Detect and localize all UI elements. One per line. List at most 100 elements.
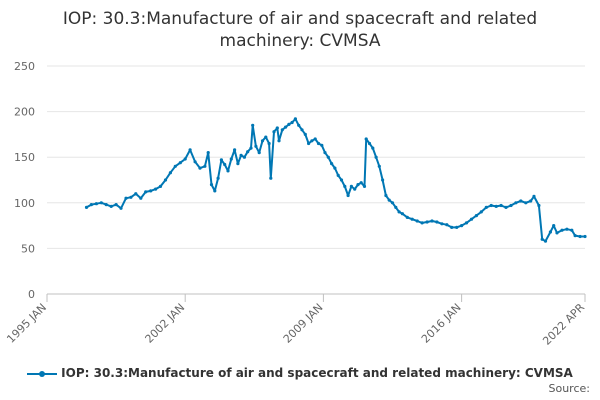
data-point bbox=[353, 187, 357, 191]
data-point bbox=[387, 198, 391, 202]
data-point bbox=[420, 221, 424, 225]
data-point bbox=[390, 201, 395, 205]
data-point bbox=[183, 157, 187, 161]
data-point bbox=[394, 205, 398, 209]
data-point bbox=[310, 139, 314, 143]
data-point bbox=[400, 212, 404, 216]
data-point bbox=[134, 192, 138, 196]
data-point bbox=[257, 151, 261, 155]
data-point bbox=[233, 148, 237, 152]
data-point bbox=[336, 173, 340, 177]
data-point bbox=[381, 178, 385, 182]
data-point bbox=[300, 128, 304, 132]
data-point bbox=[293, 117, 297, 121]
data-point bbox=[89, 203, 93, 207]
data-point bbox=[297, 123, 301, 127]
data-point bbox=[583, 234, 587, 239]
x-tick-label: 2009 JAN bbox=[281, 301, 326, 346]
data-point bbox=[359, 181, 363, 185]
data-point bbox=[216, 176, 220, 180]
y-tick-label: 150 bbox=[14, 151, 35, 164]
y-tick-label: 200 bbox=[14, 106, 35, 119]
data-point bbox=[198, 166, 202, 170]
data-point bbox=[560, 228, 564, 232]
data-point bbox=[284, 125, 288, 129]
data-point bbox=[532, 194, 536, 198]
data-point bbox=[537, 203, 541, 208]
data-point bbox=[307, 141, 311, 146]
data-point bbox=[287, 122, 291, 126]
source-label: Source: bbox=[548, 382, 591, 395]
data-point bbox=[173, 164, 177, 168]
data-point bbox=[249, 146, 253, 150]
data-point bbox=[246, 150, 250, 154]
data-point bbox=[440, 222, 444, 226]
data-point bbox=[460, 224, 464, 228]
data-point bbox=[494, 204, 498, 208]
data-point bbox=[277, 139, 281, 143]
data-point bbox=[163, 178, 168, 182]
data-point bbox=[524, 201, 528, 205]
data-point bbox=[425, 220, 429, 224]
data-point bbox=[316, 141, 321, 146]
data-point bbox=[489, 203, 493, 208]
data-point bbox=[275, 126, 279, 130]
data-point bbox=[320, 143, 324, 147]
legend[interactable]: IOP: 30.3:Manufacture of air and spacecr… bbox=[0, 366, 600, 380]
data-point bbox=[219, 158, 223, 162]
x-tick-label: 2002 JAN bbox=[143, 301, 188, 346]
data-point bbox=[326, 155, 330, 159]
data-point bbox=[514, 201, 518, 205]
data-point bbox=[435, 220, 439, 224]
data-point bbox=[264, 135, 268, 139]
data-point bbox=[269, 176, 273, 180]
data-point bbox=[504, 205, 508, 209]
data-point bbox=[367, 141, 372, 146]
data-point bbox=[374, 155, 378, 159]
y-tick-label: 100 bbox=[14, 197, 35, 210]
data-point bbox=[479, 210, 483, 214]
data-point bbox=[484, 205, 488, 209]
data-point bbox=[242, 155, 246, 159]
data-point bbox=[313, 137, 317, 141]
data-point bbox=[229, 157, 233, 161]
data-point bbox=[364, 137, 368, 141]
data-point bbox=[578, 234, 582, 239]
legend-swatch bbox=[27, 369, 58, 379]
data-point bbox=[346, 193, 350, 198]
data-point bbox=[415, 219, 419, 223]
data-point bbox=[339, 178, 344, 182]
data-point bbox=[188, 148, 192, 152]
data-point bbox=[206, 151, 210, 155]
data-point bbox=[193, 160, 197, 164]
data-point bbox=[330, 162, 334, 166]
data-point bbox=[119, 206, 123, 210]
data-point bbox=[343, 184, 347, 188]
series-line bbox=[86, 117, 585, 243]
data-point bbox=[129, 195, 133, 199]
data-point bbox=[430, 219, 434, 223]
data-point bbox=[168, 171, 172, 175]
data-point bbox=[555, 231, 559, 235]
data-point bbox=[94, 202, 98, 206]
data-point bbox=[445, 223, 449, 227]
data-point bbox=[410, 217, 414, 221]
data-point bbox=[469, 217, 474, 221]
data-point bbox=[178, 161, 182, 165]
data-point bbox=[158, 184, 163, 188]
data-point bbox=[333, 166, 337, 170]
data-point bbox=[251, 123, 255, 127]
data-point bbox=[254, 144, 258, 148]
y-tick-label: 50 bbox=[21, 242, 35, 255]
data-point bbox=[377, 164, 381, 168]
data-point bbox=[99, 201, 103, 205]
data-point bbox=[213, 189, 217, 193]
data-point bbox=[529, 199, 533, 203]
data-point bbox=[548, 230, 553, 234]
data-point bbox=[323, 151, 327, 155]
data-point bbox=[573, 234, 577, 238]
data-point bbox=[349, 184, 353, 188]
legend-label: IOP: 30.3:Manufacture of air and spacecr… bbox=[61, 366, 573, 380]
data-point bbox=[260, 139, 265, 143]
